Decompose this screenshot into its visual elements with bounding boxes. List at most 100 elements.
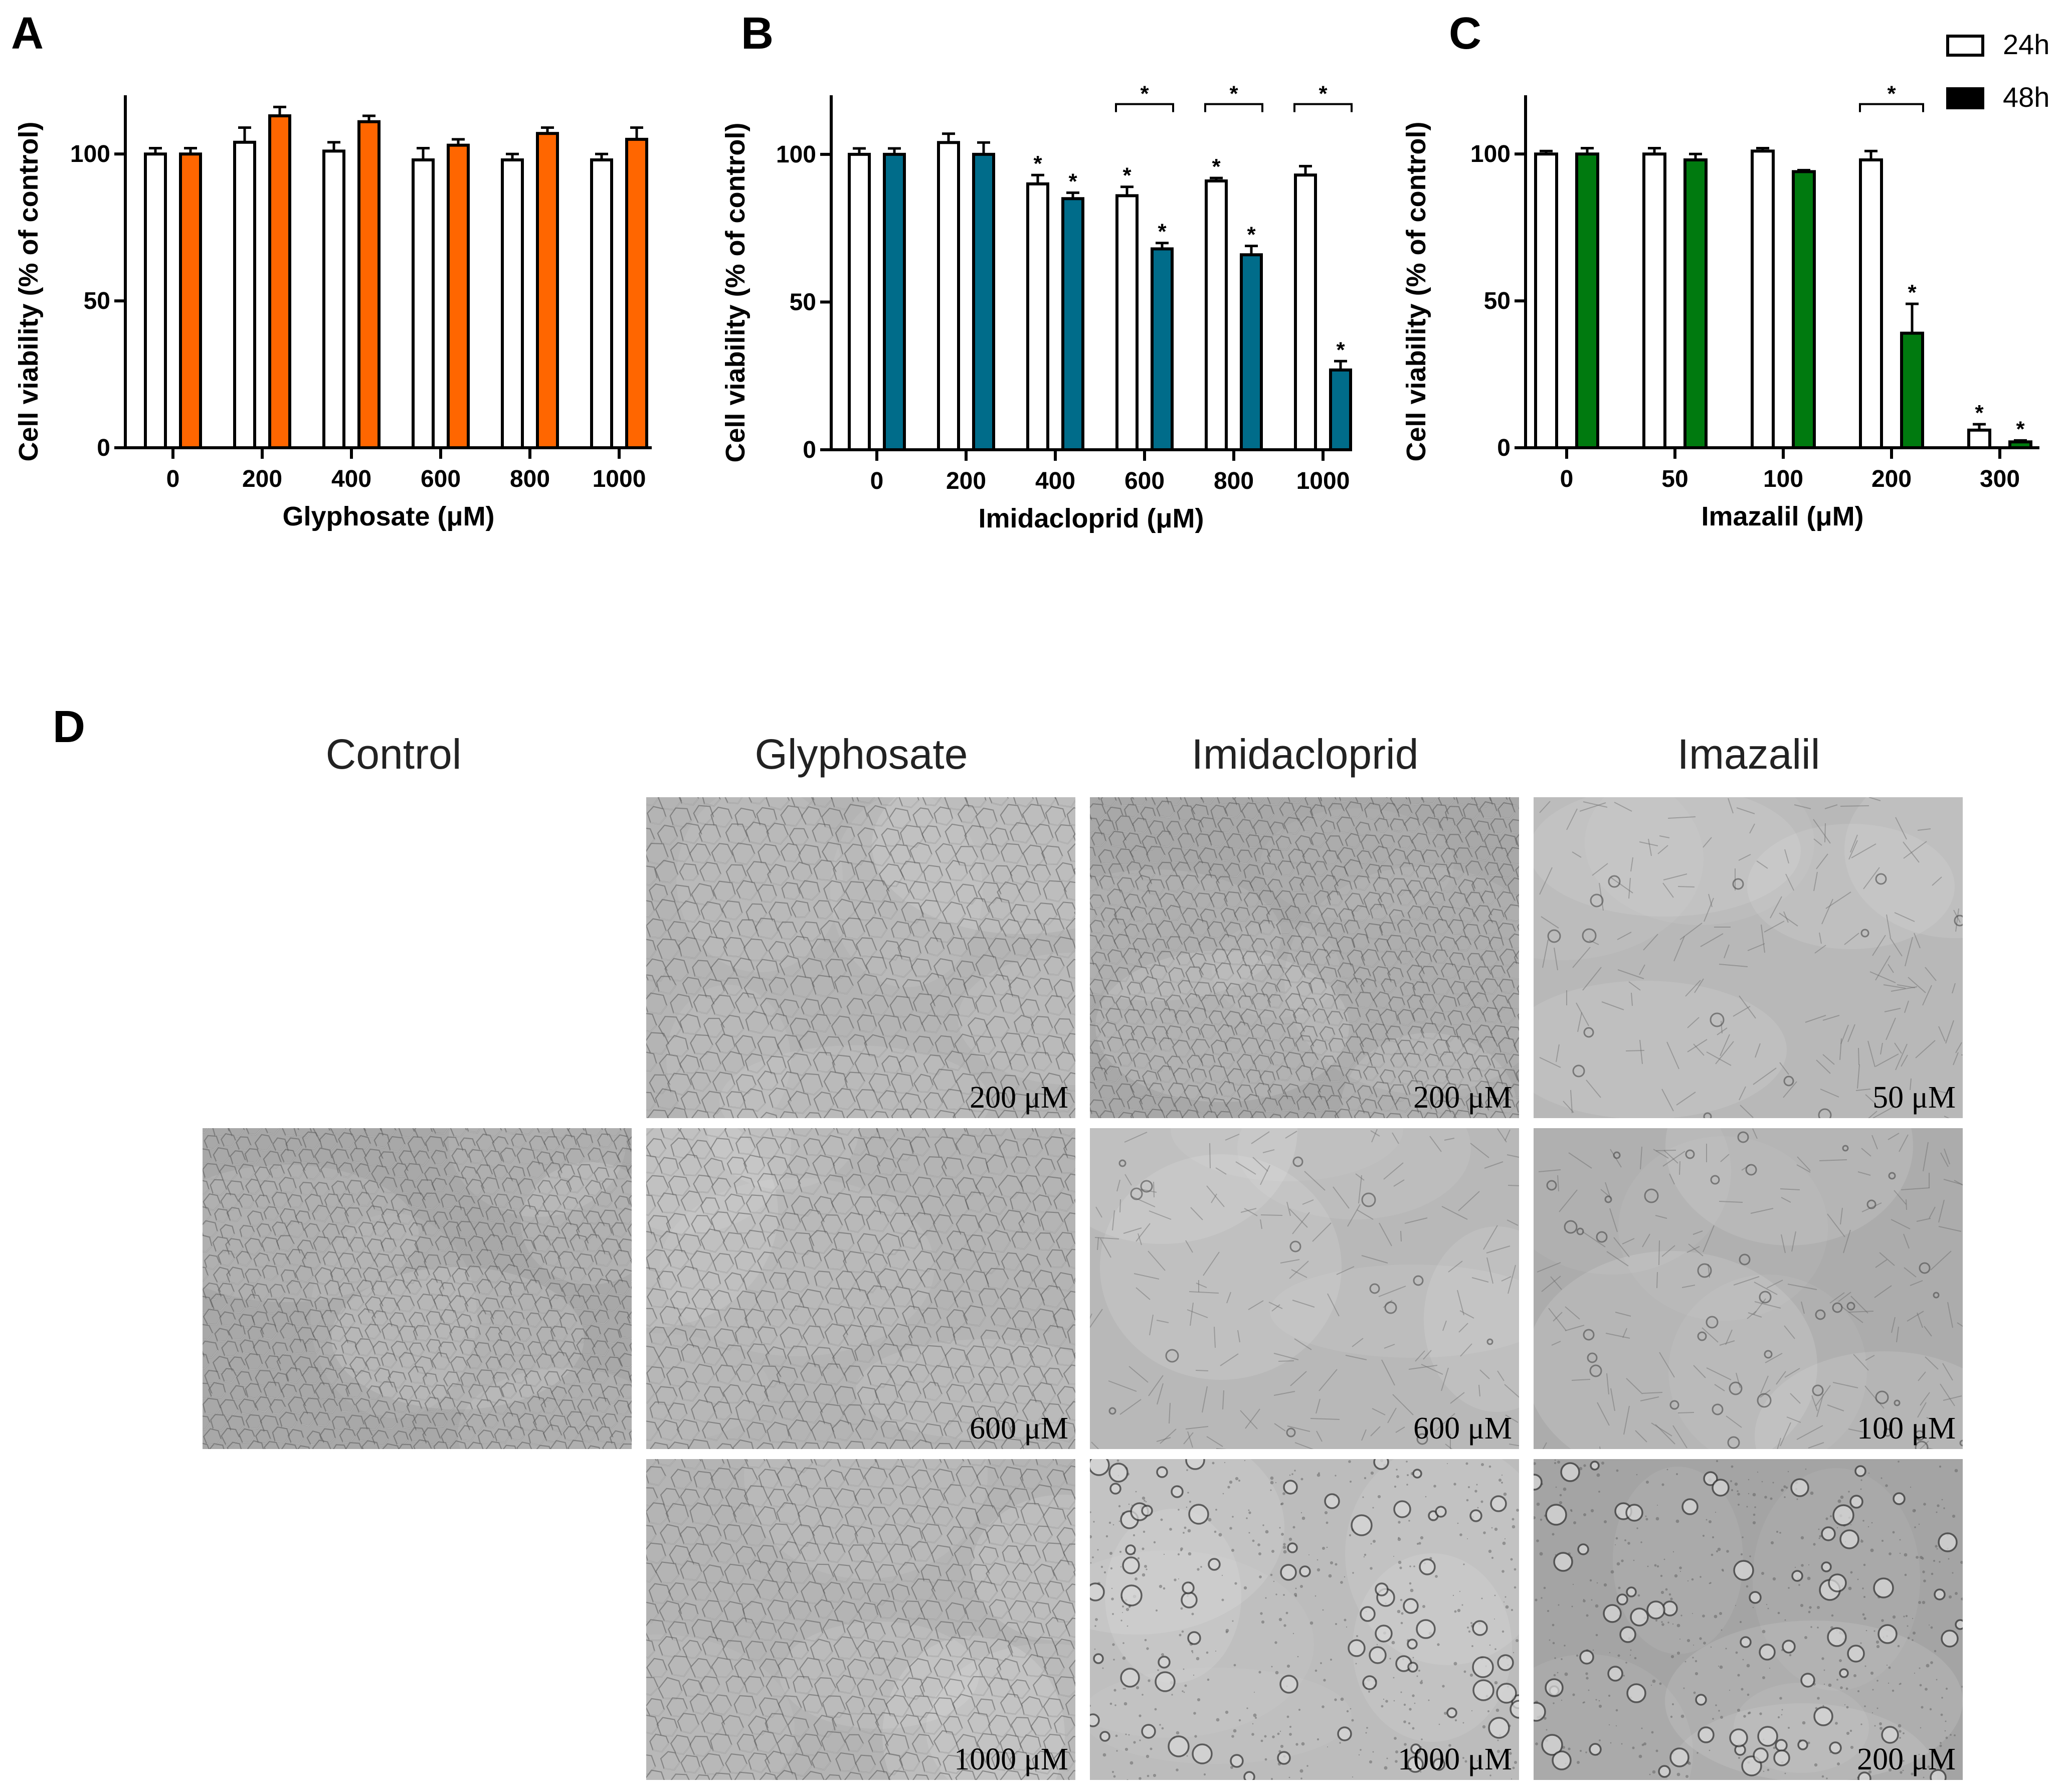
y-tick-label: 50 <box>1484 288 1511 314</box>
x-tick-label: 1000 <box>1296 468 1350 494</box>
bar-48h-0 <box>883 152 906 452</box>
legend-swatch <box>1946 35 1984 57</box>
bar-24h-800 <box>1205 179 1228 451</box>
column-title-imidacloprid: Imidacloprid <box>1191 731 1419 778</box>
bar-48h-200 <box>972 152 995 452</box>
panel-letter-c: C <box>1449 9 1481 59</box>
bar-24h-100 <box>1751 149 1775 449</box>
x-tick-label: 100 <box>1763 466 1803 492</box>
concentration-label: 1000 μM <box>954 1742 1068 1776</box>
bar-48h-1000 <box>1329 368 1352 451</box>
micrograph-imidacloprid-1: 200 μM <box>1090 797 1519 1118</box>
y-tick-label: 50 <box>84 288 110 314</box>
significance-bracket <box>1115 103 1174 112</box>
panel-letter-b: B <box>741 9 774 59</box>
concentration-label: 100 μM <box>1857 1411 1956 1446</box>
column-title-control: Control <box>325 731 462 778</box>
significance-bracket <box>1859 103 1924 112</box>
x-tick-label: 200 <box>1871 466 1912 492</box>
bar-24h-50 <box>1642 152 1666 449</box>
bar-48h-200 <box>1900 331 1924 450</box>
concentration-label: 50 μM <box>1872 1081 1956 1115</box>
bar-24h-400 <box>1026 182 1049 451</box>
x-tick-label: 200 <box>242 466 282 492</box>
bar-48h-600 <box>447 143 470 449</box>
micrograph-imidacloprid-3: 1000 μM <box>1090 1459 1519 1780</box>
legend-label: 48h <box>2003 81 2049 113</box>
bar-48h-800 <box>1240 253 1263 451</box>
concentration-label: 600 μM <box>1413 1411 1512 1446</box>
y-tick-label: 100 <box>70 141 110 167</box>
x-tick-label: 600 <box>421 466 461 492</box>
bar-24h-0 <box>1534 152 1558 449</box>
micrograph-imazalil-2: 100 μM <box>1534 1128 1963 1449</box>
significance-mark: * <box>1975 401 1984 425</box>
x-tick-label: 800 <box>510 466 550 492</box>
significance-mark: * <box>2016 417 2025 441</box>
column-title-imazalil: Imazalil <box>1677 731 1820 778</box>
x-tick-label: 1000 <box>593 466 646 492</box>
significance-mark: * <box>1319 82 1328 106</box>
chart-c: 0 50 100 Cell viability (% of control) Imaza… <box>1401 82 2039 531</box>
y-tick-label: 0 <box>803 437 816 463</box>
panel-letter-a: A <box>11 9 44 59</box>
concentration-label: 1000 μM <box>1398 1742 1512 1776</box>
legend-swatch <box>1946 87 1984 109</box>
bar-24h-1000 <box>1294 173 1317 451</box>
bar-24h-200 <box>233 140 256 449</box>
bar-charts: 0 50 100 Cell viability (% of control) Glyph… <box>14 29 2049 533</box>
significance-mark: * <box>1887 82 1896 106</box>
y-tick-label: 50 <box>790 289 816 315</box>
significance-mark: * <box>1212 154 1221 179</box>
bar-48h-300 <box>2008 440 2032 449</box>
bar-48h-400 <box>357 120 381 450</box>
y-axis-label: Cell viability (% of control) <box>720 122 750 462</box>
y-tick-label: 100 <box>1470 141 1511 167</box>
bar-48h-800 <box>536 132 559 449</box>
micrograph-glyphosate-1: 200 μM <box>646 797 1075 1118</box>
significance-mark: * <box>1247 222 1256 247</box>
bar-24h-300 <box>1967 428 1991 449</box>
x-tick-label: 800 <box>1214 468 1254 494</box>
x-tick-label: 50 <box>1661 466 1688 492</box>
significance-mark: * <box>1336 337 1345 362</box>
panel-letter-d: D <box>53 702 85 752</box>
bar-24h-600 <box>1115 194 1139 451</box>
micrograph-glyphosate-3: 1000 μM <box>646 1459 1075 1780</box>
bar-24h-0 <box>144 152 167 449</box>
significance-mark: * <box>1158 220 1167 244</box>
y-tick-label: 100 <box>776 141 816 168</box>
micrograph-glyphosate-2: 600 μM <box>646 1128 1075 1449</box>
y-axis-label: Cell viability (% of control) <box>1401 121 1431 461</box>
significance-bracket <box>1204 103 1263 112</box>
significance-mark: * <box>1068 169 1077 194</box>
bar-48h-600 <box>1151 247 1174 451</box>
micrograph-imidacloprid-2: 600 μM <box>1090 1128 1519 1449</box>
bar-48h-0 <box>179 152 202 449</box>
x-tick-label: 0 <box>870 468 884 494</box>
bar-24h-0 <box>848 152 871 452</box>
x-tick-label: 400 <box>1035 468 1075 494</box>
bar-24h-200 <box>1859 158 1883 449</box>
x-tick-label: 300 <box>1980 466 2020 492</box>
significance-mark: * <box>1908 280 1917 305</box>
chart-a: 0 50 100 Cell viability (% of control) Glyph… <box>14 95 652 531</box>
significance-mark: * <box>1140 82 1149 106</box>
bar-24h-800 <box>501 158 524 449</box>
concentration-label: 600 μM <box>970 1411 1068 1446</box>
x-tick-label: 0 <box>1560 466 1574 492</box>
x-axis-label: Glyphosate (μM) <box>282 501 494 531</box>
concentration-label: 200 μM <box>970 1081 1068 1115</box>
micrograph-imazalil-3: 200 μM <box>1534 1459 1963 1780</box>
micrograph-imazalil-1: 50 μM <box>1534 797 1963 1118</box>
column-title-glyphosate: Glyphosate <box>755 731 968 778</box>
bar-48h-50 <box>1683 158 1708 449</box>
concentration-label: 200 μM <box>1857 1742 1956 1776</box>
x-axis-label: Imidacloprid (μM) <box>978 503 1204 533</box>
bar-24h-1000 <box>590 158 613 449</box>
significance-mark: * <box>1033 151 1042 176</box>
bar-48h-400 <box>1061 197 1084 451</box>
significance-mark: * <box>1229 82 1238 106</box>
chart-b: 0 50 100 Cell viability (% of control) Imida… <box>720 82 1353 533</box>
